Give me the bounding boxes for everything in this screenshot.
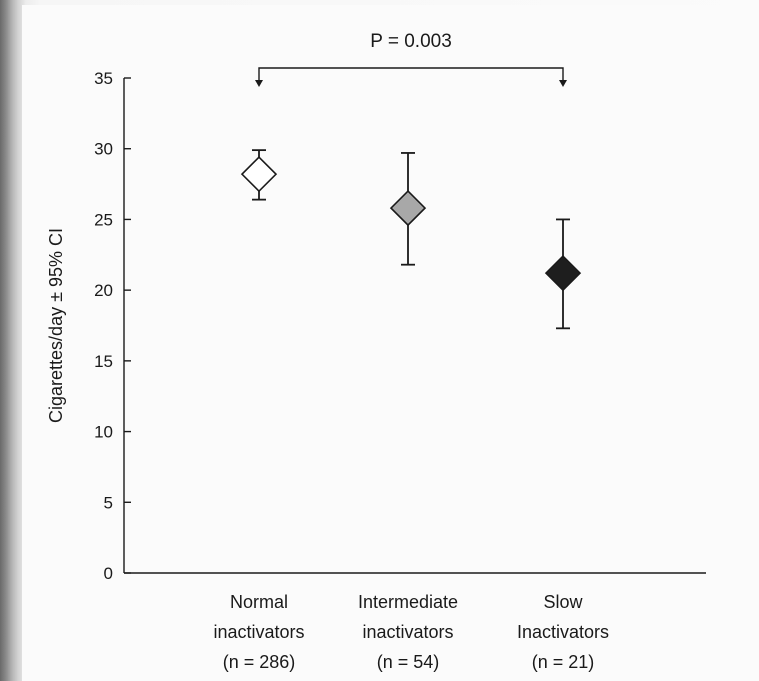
data-point-group	[544, 218, 582, 330]
x-category-sample-size: (n = 21)	[532, 652, 595, 672]
x-category-label-line1: Intermediate	[358, 592, 458, 612]
x-category-sample-size: (n = 54)	[377, 652, 440, 672]
p-value-annotation: P = 0.003	[370, 31, 452, 52]
mean-diamond-marker	[389, 189, 427, 227]
y-tick-label: 10	[94, 423, 113, 442]
y-axis-title: Cigarettes/day ± 95% CI	[46, 228, 66, 423]
mean-diamond-marker	[544, 255, 582, 292]
x-category-label-line1: Normal	[230, 592, 288, 612]
chart-frame: 0 5 10 15 20 25 30 35 Cigarettes/day ± 95% CI Nor…	[22, 5, 759, 681]
x-category-sample-size: (n = 286)	[223, 652, 296, 672]
y-tick-label: 20	[94, 281, 113, 300]
y-tick-label: 15	[94, 352, 113, 371]
y-tick-label: 0	[104, 564, 113, 583]
x-category-label-line1: Slow	[543, 592, 583, 612]
data-point-group	[389, 152, 427, 266]
bracket-arrow-left	[255, 80, 263, 87]
mean-diamond-marker	[240, 156, 278, 193]
y-tick-label: 35	[94, 69, 113, 88]
chart-svg: 0 5 10 15 20 25 30 35 Cigarettes/day ± 95% CI Nor…	[46, 31, 706, 672]
x-category-label-line2: Inactivators	[517, 622, 609, 642]
y-tick-label: 30	[94, 140, 113, 159]
x-category-label-line2: inactivators	[362, 622, 453, 642]
data-point-group	[240, 149, 278, 201]
y-tick-label: 5	[104, 493, 113, 512]
bracket-arrow-right	[559, 80, 567, 87]
significance-bracket	[258, 67, 564, 84]
x-category-label-line2: inactivators	[213, 622, 304, 642]
y-tick-label: 25	[94, 210, 113, 229]
